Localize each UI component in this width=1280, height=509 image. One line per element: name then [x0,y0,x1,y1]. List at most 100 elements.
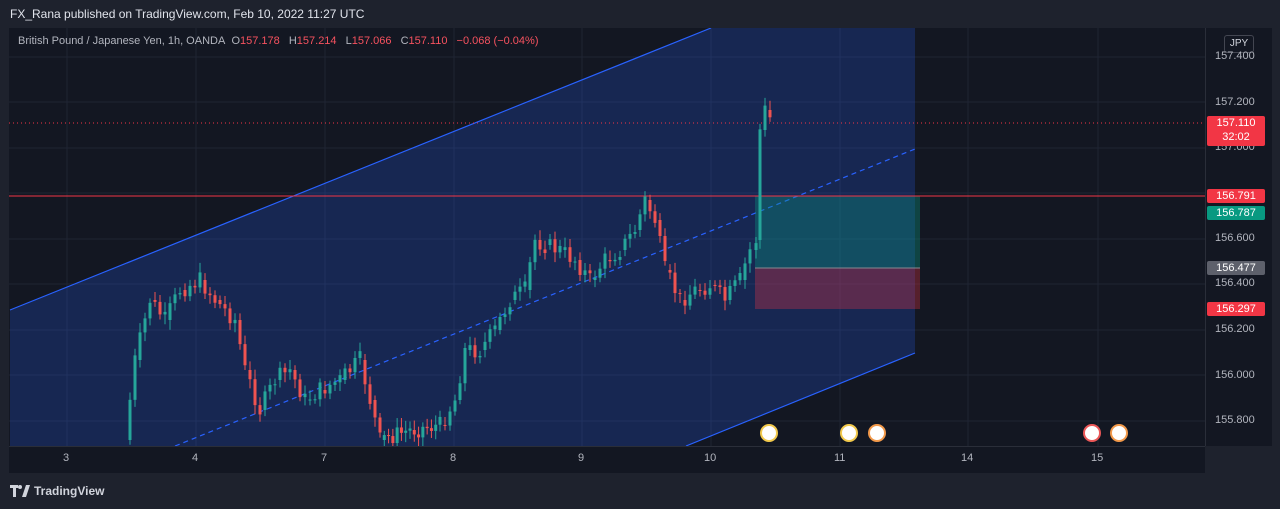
candle-body [668,270,672,273]
channel-lower-line [685,352,916,446]
candle-body [395,427,399,444]
candle-body [723,287,727,301]
gb-flag-event-icon[interactable] [868,424,886,442]
candle-body [503,314,507,317]
candle-body [478,355,482,358]
high-value: 157.214 [296,35,337,47]
candle-body [429,428,433,431]
candle-body [213,295,217,303]
candle-body [698,290,702,291]
time-tick: 9 [578,452,585,464]
candle-body [348,368,352,373]
candle-body [543,249,547,254]
time-axis[interactable] [9,446,1205,473]
channel-upper-line [9,28,712,311]
candle-body [363,360,367,385]
candle-body [498,316,502,330]
target-zone [755,196,920,268]
candle-body [658,220,662,237]
candle-body [673,272,677,294]
candle-body [138,332,142,360]
candle-body [508,307,512,315]
candle-body [248,370,252,380]
brand-name: TradingView [34,484,105,498]
candle-body [728,285,732,300]
candle-body [743,263,747,280]
candle-body [688,294,692,306]
open-value: 157.178 [240,35,280,47]
candle-body [412,430,416,435]
candle-body [288,369,292,373]
candle-body [718,285,722,288]
candle-body [268,384,272,392]
candle-body [683,300,687,306]
candle-body [253,379,257,406]
publisher-info: FX_Rana published on TradingView.com, Fe… [10,7,365,21]
jp-flag-event-icon[interactable] [1110,424,1128,442]
candle-body [178,293,182,295]
time-tick: 15 [1091,452,1104,464]
candle-body [558,245,562,253]
candle-body [758,129,762,240]
candle-body [653,211,657,223]
jp-flag-event-icon[interactable] [1083,424,1101,442]
stop-zone [755,268,920,309]
candle-body [434,424,438,431]
time-tick: 14 [961,452,974,464]
candle-body [343,368,347,380]
candle-body [733,280,737,286]
candle-body [193,285,197,288]
candle-body [573,261,577,263]
candle-body [638,214,642,230]
candle-body [523,281,527,287]
chart-legend: British Pound / Japanese Yen, 1h, OANDA … [18,35,544,47]
candle-body [333,382,337,385]
candle-body [223,304,227,309]
candle-body [493,325,497,330]
candle-body [613,259,617,262]
candle-body [368,384,372,404]
candle-body [468,345,472,350]
candle-body [338,375,342,383]
gb-flag-event-icon[interactable] [760,424,778,442]
price-axis[interactable] [1205,28,1272,446]
candle-body [738,273,742,281]
candle-body [463,348,467,384]
candle-body [382,435,386,440]
candle-body [703,290,707,295]
candle-body [158,301,162,315]
candle-body [425,426,429,429]
candle-body [278,367,282,380]
price-tick: 155.800 [1215,414,1255,426]
candle-body [553,239,557,253]
footer: TradingView [10,484,104,498]
chart-svg [9,28,1205,446]
symbol-title[interactable]: British Pound / Japanese Yen, 1h, OANDA [18,35,226,47]
close-label: C [400,35,409,47]
jp-flag-event-icon[interactable] [840,424,858,442]
candle-body [243,344,247,366]
candle-body [708,288,712,295]
candle-body [633,232,637,234]
candle-body [548,239,552,245]
candle-body [598,268,602,278]
level-label-green: 156.787 [1207,206,1265,220]
currency-button[interactable]: JPY [1224,35,1254,53]
candle-body [404,430,408,433]
candle-body [233,319,237,324]
price-tick: 157.400 [1215,50,1255,62]
time-tick: 4 [192,452,199,464]
channel-median-line [174,148,916,446]
chart-canvas[interactable] [9,28,1205,446]
candle-body [308,399,312,401]
candle-body [133,355,137,400]
candle-body [568,247,572,262]
candle-body [533,239,537,263]
time-tick: 11 [834,452,846,464]
level-label-stop: 156.297 [1207,302,1265,316]
candle-body [128,399,132,440]
candle-body [399,427,403,433]
candle-body [763,105,767,130]
bar-countdown: 32:02 [1222,131,1250,143]
candle-body [258,405,262,415]
